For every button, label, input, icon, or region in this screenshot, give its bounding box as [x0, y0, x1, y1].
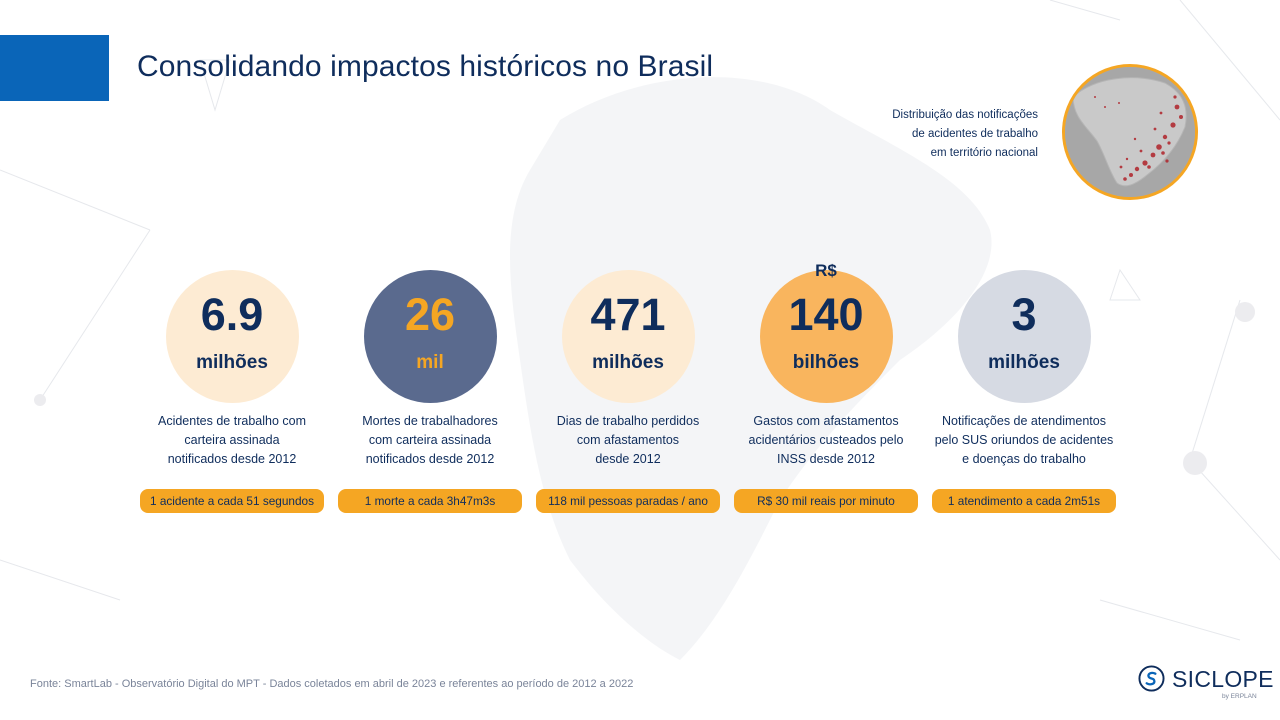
stat-description-line: Notificações de atendimentos — [942, 414, 1106, 428]
logo-byline: by ERPLAN — [1222, 693, 1257, 700]
stat-circle: 3 milhões — [957, 270, 1091, 403]
map-caption-line: em território nacional — [930, 147, 1038, 159]
stat-unit: bilhões — [792, 352, 860, 373]
stat-value: 140 — [788, 289, 864, 340]
stat-card-lost-days: 471 milhões Dias de trabalho perdidos co… — [528, 270, 728, 513]
stat-description-line: e doenças do trabalho — [962, 452, 1086, 466]
stat-value: 3 — [1011, 289, 1037, 340]
stat-value: 6.9 — [200, 289, 264, 340]
stat-card-sus-notifications: 3 milhões Notificações de atendimentos p… — [924, 270, 1124, 513]
stat-description-line: pelo SUS oriundos de acidentes — [934, 433, 1114, 447]
stat-description: Mortes de trabalhadores com carteira ass… — [330, 412, 530, 469]
page-title: Consolidando impactos históricos no Bras… — [137, 50, 714, 83]
stat-value: 471 — [590, 289, 666, 340]
title-accent-bar — [0, 35, 109, 101]
map-caption-line: Distribuição das notificações — [892, 109, 1038, 121]
brazil-map-image — [1065, 67, 1195, 197]
stat-unit: mil — [416, 352, 444, 373]
siclope-logo-icon — [1138, 665, 1165, 692]
stat-unit: milhões — [196, 352, 268, 373]
map-caption-line: de acidentes de trabalho — [912, 128, 1038, 140]
stat-currency-prefix: R$ — [815, 261, 837, 280]
stat-unit: milhões — [988, 352, 1060, 373]
stat-value: 26 — [404, 289, 456, 340]
stat-description-line: desde 2012 — [595, 452, 661, 466]
brazil-map-thumbnail — [1062, 64, 1198, 200]
stat-description-line: Gastos com afastamentos — [753, 414, 899, 428]
stat-highlight-badge: 1 acidente a cada 51 segundos — [140, 489, 324, 513]
map-caption: Distribuição das notificações de acident… — [818, 106, 1038, 163]
stat-highlight-badge: 1 morte a cada 3h47m3s — [338, 489, 522, 513]
stat-card-inss-costs: R$ 140 bilhões Gastos com afastamentos a… — [726, 261, 926, 513]
stat-description-line: Dias de trabalho perdidos — [556, 414, 700, 428]
stat-description-line: carteira assinada — [184, 433, 280, 447]
stat-circle: 471 milhões — [561, 270, 695, 403]
stat-circle: 6.9 milhões — [165, 270, 299, 403]
stat-description: Acidentes de trabalho com carteira assin… — [132, 412, 332, 469]
stat-description-line: com afastamentos — [576, 433, 680, 447]
logo-wordmark: SICLOPE — [1172, 666, 1274, 692]
source-footnote: Fonte: SmartLab - Observatório Digital d… — [30, 678, 634, 690]
stat-highlight-badge: R$ 30 mil reais por minuto — [734, 489, 918, 513]
stat-description-line: Mortes de trabalhadores — [362, 414, 498, 428]
stat-circle: 26 mil — [363, 270, 497, 403]
stat-circle: 140 bilhões — [759, 270, 893, 403]
siclope-logo: SICLOPE by ERPLAN — [1138, 664, 1274, 704]
stat-description-line: INSS desde 2012 — [777, 452, 875, 466]
stat-description-line: com carteira assinada — [368, 433, 492, 447]
stat-description: Notificações de atendimentos pelo SUS or… — [924, 412, 1124, 469]
stat-description-line: notificados desde 2012 — [365, 452, 495, 466]
stat-highlight-badge: 1 atendimento a cada 2m51s — [932, 489, 1116, 513]
stat-description: Gastos com afastamentos acidentários cus… — [726, 412, 926, 469]
stat-description-line: notificados desde 2012 — [167, 452, 297, 466]
stat-unit: milhões — [592, 352, 664, 373]
stat-card-accidents: 6.9 milhões Acidentes de trabalho com ca… — [132, 270, 332, 513]
stat-description: Dias de trabalho perdidos com afastament… — [528, 412, 728, 469]
stat-description-line: Acidentes de trabalho com — [157, 414, 306, 428]
stat-card-deaths: 26 mil Mortes de trabalhadores com carte… — [330, 270, 530, 513]
stat-highlight-badge: 118 mil pessoas paradas / ano — [536, 489, 720, 513]
stat-description-line: acidentários custeados pelo — [748, 433, 904, 447]
